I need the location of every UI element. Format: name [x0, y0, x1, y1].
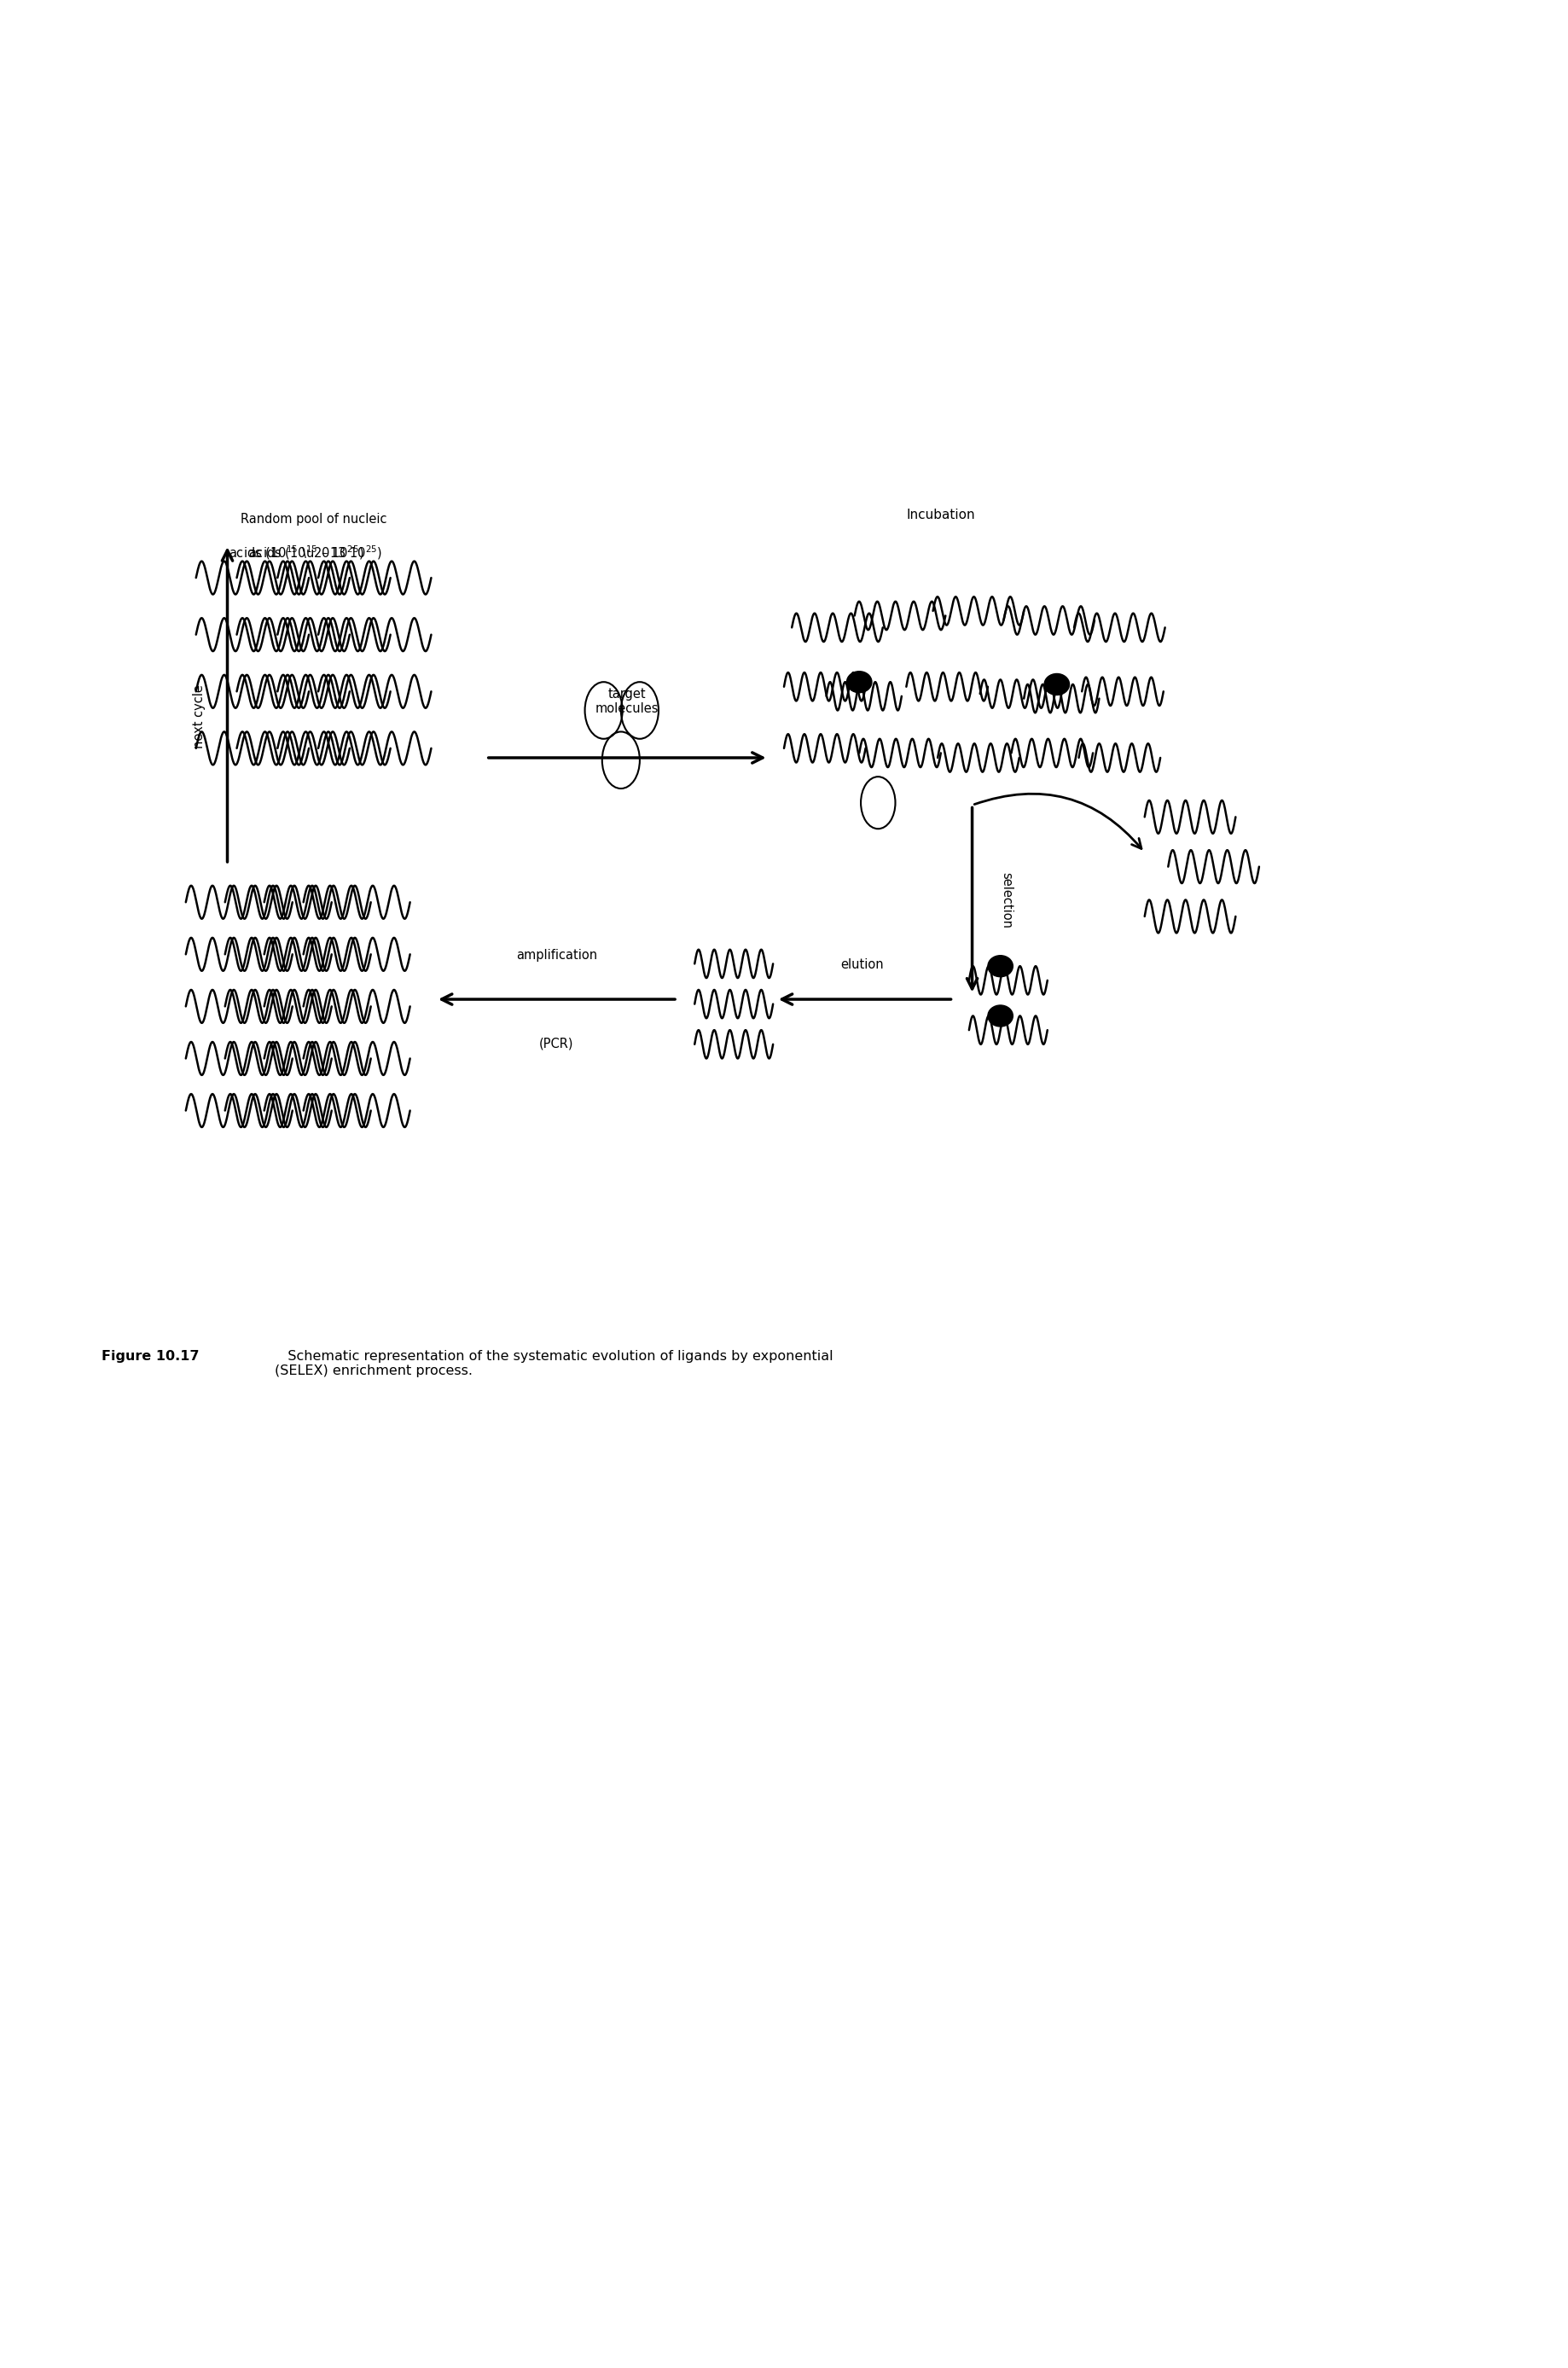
Text: Random pool of nucleic: Random pool of nucleic: [240, 514, 387, 526]
Text: Figure 10.17: Figure 10.17: [102, 1350, 199, 1362]
Text: target
molecules: target molecules: [596, 687, 659, 715]
Ellipse shape: [988, 1006, 1013, 1028]
Text: amplification: amplification: [516, 950, 597, 961]
Ellipse shape: [847, 673, 872, 691]
Text: Incubation: Incubation: [906, 509, 975, 521]
Text: acids (10$^{15}$ – 10$^{25}$): acids (10$^{15}$ – 10$^{25}$): [248, 545, 364, 561]
Text: (PCR): (PCR): [539, 1037, 574, 1049]
Text: elution: elution: [840, 959, 884, 971]
Ellipse shape: [988, 954, 1013, 976]
Text: selection: selection: [1000, 871, 1013, 928]
Text: acids (10$^{15}$ \u2013 10$^{25}$): acids (10$^{15}$ \u2013 10$^{25}$): [229, 545, 383, 561]
Ellipse shape: [1044, 675, 1069, 696]
Text: Schematic representation of the systematic evolution of ligands by exponential
(: Schematic representation of the systemat…: [274, 1350, 833, 1378]
Text: next cycle: next cycle: [193, 684, 205, 748]
